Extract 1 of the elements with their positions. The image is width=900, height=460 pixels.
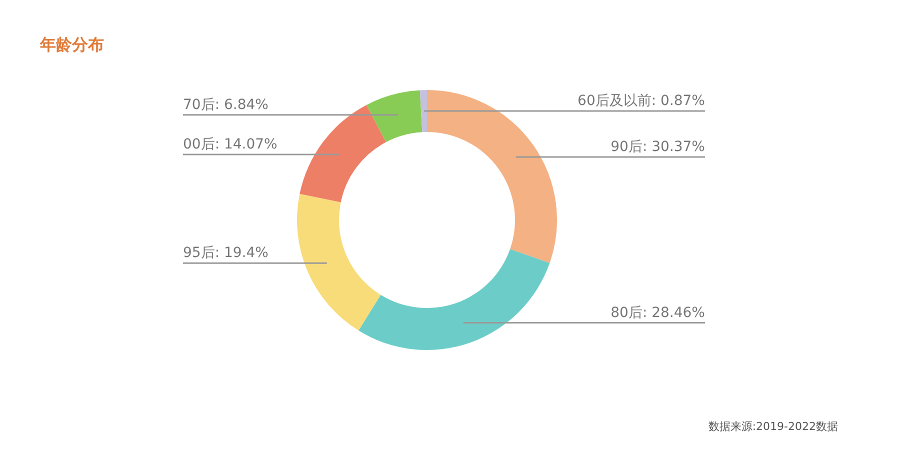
title: 年龄分布 (40, 35, 104, 54)
